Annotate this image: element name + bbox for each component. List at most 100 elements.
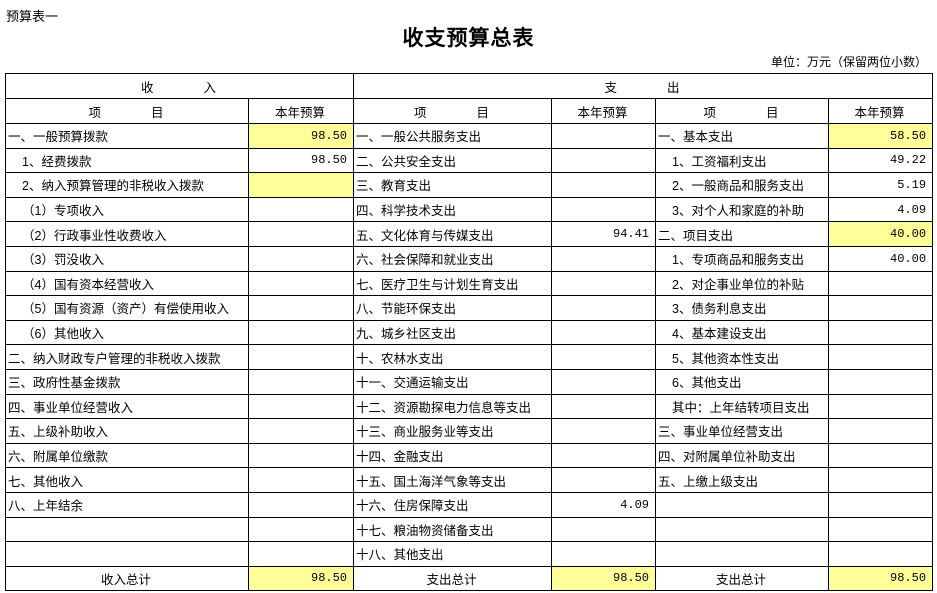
- income-budget-cell[interactable]: [247, 491, 355, 518]
- income-budget-cell[interactable]: [247, 344, 355, 370]
- expense-econ-item-cell[interactable]: 1、工资福利支出: [655, 147, 830, 174]
- expense-function-item-cell[interactable]: 十、农林水支出: [353, 344, 553, 370]
- expense-econ-budget-cell[interactable]: [828, 418, 934, 444]
- expense-function-item-cell[interactable]: 七、医疗卫生与计划生育支出: [353, 270, 553, 297]
- expense-econ-item-cell[interactable]: 一、基本支出: [655, 123, 830, 149]
- expense-econ-budget-cell[interactable]: 40.00: [828, 221, 934, 247]
- expense-function-item-cell[interactable]: 十五、国土海洋气象等支出: [353, 467, 553, 493]
- income-item-cell[interactable]: （5）国有资源（资产）有偿使用收入: [5, 295, 249, 321]
- expense-function-budget-cell[interactable]: [551, 147, 657, 174]
- expense-econ-budget-cell[interactable]: 4.09: [828, 196, 934, 223]
- expense-function-budget-cell[interactable]: 4.09: [551, 491, 657, 518]
- expense-econ-item-cell[interactable]: [655, 541, 830, 567]
- expense-econ-item-cell[interactable]: 五、上缴上级支出: [655, 467, 830, 493]
- expense-econ-item-cell[interactable]: 3、对个人和家庭的补助: [655, 196, 830, 223]
- income-budget-cell[interactable]: [247, 319, 355, 346]
- expense-econ-item-cell[interactable]: 2、对企事业单位的补贴: [655, 270, 830, 297]
- expense-econ-budget-cell[interactable]: [828, 368, 934, 395]
- expense-function-budget-cell[interactable]: [551, 442, 657, 469]
- expense-function-item-cell[interactable]: 六、社会保障和就业支出: [353, 245, 553, 272]
- income-item-cell[interactable]: 五、上级补助收入: [5, 418, 249, 444]
- income-item-cell[interactable]: （6）其他收入: [5, 319, 249, 346]
- expense-econ-budget-cell[interactable]: [828, 541, 934, 567]
- expense-function-item-cell[interactable]: 五、文化体育与传媒支出: [353, 221, 553, 247]
- expense-function-budget-cell[interactable]: [551, 368, 657, 395]
- expense-econ-budget-cell[interactable]: 49.22: [828, 147, 934, 174]
- expense-function-budget-cell[interactable]: [551, 467, 657, 493]
- income-item-cell[interactable]: （2）行政事业性收费收入: [5, 221, 249, 247]
- expense-function-budget-cell[interactable]: [551, 245, 657, 272]
- income-budget-cell[interactable]: [247, 467, 355, 493]
- expense-function-budget-cell[interactable]: [551, 516, 657, 543]
- expense-function-item-cell[interactable]: 十七、粮油物资储备支出: [353, 516, 553, 543]
- income-budget-cell[interactable]: [247, 245, 355, 272]
- income-budget-cell[interactable]: [247, 196, 355, 223]
- expense-econ-item-cell[interactable]: [655, 516, 830, 543]
- income-item-cell[interactable]: 四、事业单位经营收入: [5, 393, 249, 420]
- expense-function-item-cell[interactable]: 九、城乡社区支出: [353, 319, 553, 346]
- income-budget-cell[interactable]: [247, 221, 355, 247]
- expense-function-item-cell[interactable]: 十六、住房保障支出: [353, 491, 553, 518]
- expense-econ-budget-cell[interactable]: [828, 516, 934, 543]
- expense-econ-budget-cell[interactable]: 5.19: [828, 172, 934, 198]
- income-budget-cell[interactable]: 98.50: [247, 123, 355, 149]
- expense-econ-item-cell[interactable]: 其中：上年结转项目支出: [655, 393, 830, 420]
- expense-function-item-cell[interactable]: 二、公共安全支出: [353, 147, 553, 174]
- income-budget-cell[interactable]: [247, 393, 355, 420]
- expense-econ-budget-cell[interactable]: 40.00: [828, 245, 934, 272]
- income-budget-cell[interactable]: [247, 418, 355, 444]
- expense-total-value[interactable]: 98.50: [551, 565, 657, 592]
- expense-function-budget-cell[interactable]: 94.41: [551, 221, 657, 247]
- income-item-cell[interactable]: [5, 516, 249, 543]
- expense-function-item-cell[interactable]: 十一、交通运输支出: [353, 368, 553, 395]
- expense-function-item-cell[interactable]: 三、教育支出: [353, 172, 553, 198]
- expense-function-item-cell[interactable]: 十三、商业服务业等支出: [353, 418, 553, 444]
- income-item-cell[interactable]: 七、其他收入: [5, 467, 249, 493]
- income-item-cell[interactable]: （3）罚没收入: [5, 245, 249, 272]
- expense-function-item-cell[interactable]: 八、节能环保支出: [353, 295, 553, 321]
- expense-econ-item-cell[interactable]: 二、项目支出: [655, 221, 830, 247]
- expense-econ-budget-cell[interactable]: [828, 491, 934, 518]
- expense-function-budget-cell[interactable]: [551, 270, 657, 297]
- income-item-cell[interactable]: 二、纳入财政专户管理的非税收入拨款: [5, 344, 249, 370]
- expense-function-budget-cell[interactable]: [551, 295, 657, 321]
- income-budget-cell[interactable]: [247, 368, 355, 395]
- expense-econ-budget-cell[interactable]: [828, 442, 934, 469]
- expense-econ-budget-cell[interactable]: [828, 319, 934, 346]
- income-item-cell[interactable]: [5, 541, 249, 567]
- expense-function-budget-cell[interactable]: [551, 319, 657, 346]
- expense-econ-budget-cell[interactable]: [828, 295, 934, 321]
- expense-function-item-cell[interactable]: 十八、其他支出: [353, 541, 553, 567]
- expense-function-budget-cell[interactable]: [551, 123, 657, 149]
- expense-econ-item-cell[interactable]: 5、其他资本性支出: [655, 344, 830, 370]
- income-item-cell[interactable]: （1）专项收入: [5, 196, 249, 223]
- expense-econ-budget-cell[interactable]: [828, 467, 934, 493]
- expense-function-item-cell[interactable]: 一、一般公共服务支出: [353, 123, 553, 149]
- income-budget-cell[interactable]: [247, 270, 355, 297]
- expense-econ-item-cell[interactable]: 1、专项商品和服务支出: [655, 245, 830, 272]
- income-item-cell[interactable]: 一、一般预算拨款: [5, 123, 249, 149]
- expense-function-budget-cell[interactable]: [551, 541, 657, 567]
- expense-function-budget-cell[interactable]: [551, 418, 657, 444]
- income-budget-cell[interactable]: 98.50: [247, 147, 355, 174]
- income-item-cell[interactable]: 六、附属单位缴款: [5, 442, 249, 469]
- expense-function-item-cell[interactable]: 四、科学技术支出: [353, 196, 553, 223]
- expense-econ-item-cell[interactable]: 4、基本建设支出: [655, 319, 830, 346]
- expense-econ-budget-cell[interactable]: [828, 344, 934, 370]
- expense-function-item-cell[interactable]: 十二、资源勘探电力信息等支出: [353, 393, 553, 420]
- expense-econ-item-cell[interactable]: 三、事业单位经营支出: [655, 418, 830, 444]
- income-item-cell[interactable]: （4）国有资本经营收入: [5, 270, 249, 297]
- expense-function-budget-cell[interactable]: [551, 393, 657, 420]
- income-item-cell[interactable]: 三、政府性基金拨款: [5, 368, 249, 395]
- expense-econ-item-cell[interactable]: 四、对附属单位补助支出: [655, 442, 830, 469]
- income-budget-cell[interactable]: [247, 172, 355, 198]
- income-budget-cell[interactable]: [247, 442, 355, 469]
- expense-function-budget-cell[interactable]: [551, 344, 657, 370]
- income-item-cell[interactable]: 八、上年结余: [5, 491, 249, 518]
- expense-econ-item-cell[interactable]: 2、一般商品和服务支出: [655, 172, 830, 198]
- expense-function-budget-cell[interactable]: [551, 172, 657, 198]
- expense-econ-item-cell[interactable]: 6、其他支出: [655, 368, 830, 395]
- income-budget-cell[interactable]: [247, 516, 355, 543]
- income-total-value[interactable]: 98.50: [247, 565, 355, 592]
- income-budget-cell[interactable]: [247, 295, 355, 321]
